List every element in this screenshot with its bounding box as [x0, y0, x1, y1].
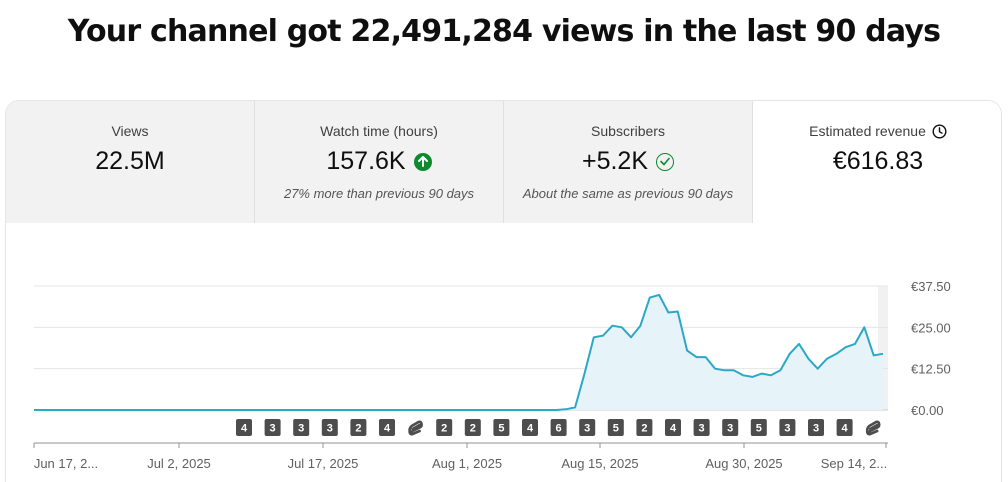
video-badge-count: 5 — [756, 423, 762, 435]
video-badge — [522, 419, 538, 436]
video-badge-count: 2 — [355, 423, 361, 435]
video-badge — [493, 419, 510, 436]
page-title: Your channel got 22,491,284 views in the… — [67, 14, 941, 49]
x-tick-label: Aug 30, 2025 — [705, 456, 782, 471]
video-badge — [779, 419, 796, 436]
video-badge-count: 4 — [384, 423, 391, 435]
video-badge — [379, 419, 395, 436]
shorts-icon — [408, 420, 423, 436]
video-badge-count: 3 — [727, 423, 733, 435]
y-tick-label: €25.00 — [911, 320, 951, 335]
tab-watch-time-title: Watch time (hours) — [320, 123, 438, 139]
video-badge — [436, 419, 453, 436]
chart-today-highlight — [878, 286, 888, 410]
video-badge — [750, 419, 767, 436]
x-tick-label: Aug 1, 2025 — [432, 456, 502, 471]
video-badge — [693, 419, 710, 436]
x-tick-label: Sep 14, 2... — [821, 456, 888, 471]
tab-revenue-title-row: Estimated revenue — [753, 123, 1001, 139]
shorts-icon — [865, 420, 881, 436]
y-tick-label: €0.00 — [911, 403, 944, 418]
video-badge — [550, 419, 567, 436]
video-badge — [579, 419, 596, 436]
y-tick-label: €37.50 — [911, 279, 951, 294]
tab-subscribers[interactable]: Subscribers +5.2K About the same as prev… — [504, 101, 753, 223]
video-badge — [636, 419, 653, 436]
tab-watch-time[interactable]: Watch time (hours) 157.6K 27% more than … — [255, 101, 504, 223]
tab-watch-time-note: 27% more than previous 90 days — [283, 186, 475, 201]
clock-icon[interactable] — [932, 123, 947, 139]
x-tick-label: Aug 15, 2025 — [561, 456, 638, 471]
video-badge-count: 3 — [298, 423, 304, 435]
video-badge-count: 2 — [641, 423, 647, 435]
tab-views-value: 22.5M — [95, 147, 165, 175]
video-badge — [236, 419, 252, 436]
video-badge-count: 3 — [327, 423, 333, 435]
video-badge-count: 3 — [784, 423, 790, 435]
series-area-fill — [34, 294, 883, 410]
video-badge — [464, 419, 481, 436]
video-badge — [665, 419, 681, 436]
video-badge-count: 2 — [441, 423, 447, 435]
video-badge — [607, 419, 624, 436]
video-badge-count: 2 — [470, 423, 476, 435]
video-badge-count: 3 — [584, 423, 590, 435]
video-badge-count: 4 — [842, 423, 849, 435]
video-badge — [350, 419, 367, 436]
tab-views[interactable]: Views 22.5M — [6, 101, 255, 223]
video-badge — [321, 419, 338, 436]
video-badge — [264, 419, 281, 436]
video-badge-count: 5 — [613, 423, 619, 435]
tab-revenue-value: €616.83 — [832, 147, 924, 175]
arrow-up-circle-icon — [413, 152, 432, 171]
tab-subscribers-value-row: +5.2K — [504, 147, 752, 176]
video-badge-count: 4 — [527, 423, 534, 435]
video-badge-count: 3 — [699, 423, 705, 435]
tab-revenue-title: Estimated revenue — [809, 123, 926, 139]
x-tick-label: Jul 17, 2025 — [288, 456, 359, 471]
video-badge-count: 6 — [556, 423, 562, 435]
video-badge — [293, 419, 310, 436]
series-line — [34, 293, 884, 411]
video-badge-count: 4 — [241, 423, 248, 435]
video-badge — [836, 419, 853, 436]
video-badge-count: 3 — [813, 423, 819, 435]
video-badge — [808, 419, 824, 436]
video-badge-count: 3 — [270, 423, 276, 435]
analytics-card: Views 22.5M Watch time (hours) 157.6K 27… — [5, 100, 1002, 482]
y-tick-label: €12.50 — [911, 362, 951, 377]
check-circle-icon — [656, 152, 675, 171]
x-tick-label: Jun 17, 2... — [34, 456, 98, 471]
tab-subscribers-value: +5.2K — [581, 147, 649, 175]
tab-subscribers-title: Subscribers — [591, 123, 665, 139]
tab-watch-time-value-row: 157.6K — [255, 147, 503, 176]
tab-views-title: Views — [111, 123, 149, 139]
tab-estimated-revenue[interactable]: Estimated revenue €616.83 — [753, 101, 1001, 223]
revenue-chart[interactable]: €0.00 €12.50 €25.00 €37.50 4 3 3 3 2 4 2 2 5 4 6 3 5 2 4 3 3… — [6, 101, 1002, 482]
video-badge — [722, 419, 739, 436]
x-tick-label: Jul 2, 2025 — [147, 456, 211, 471]
video-badge-count: 5 — [498, 423, 504, 435]
tab-subscribers-note: About the same as previous 90 days — [522, 186, 734, 201]
video-badge-count: 4 — [670, 423, 677, 435]
tab-watch-time-value: 157.6K — [326, 147, 406, 175]
